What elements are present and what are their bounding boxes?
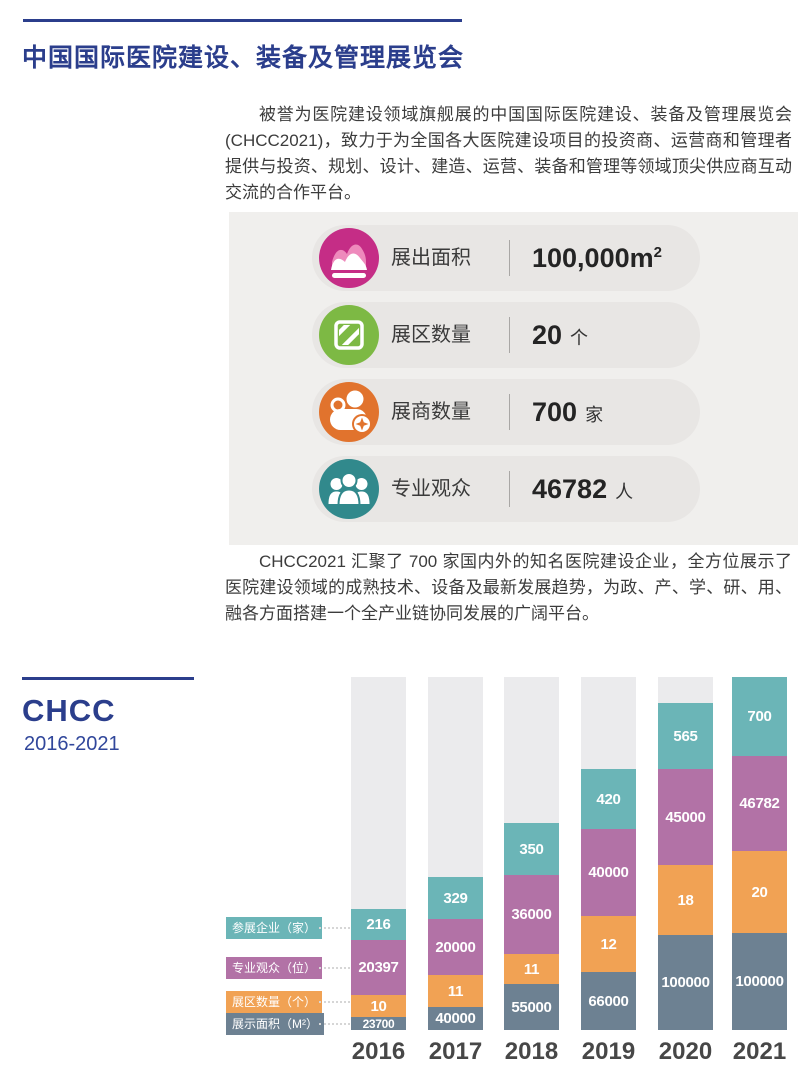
- x-axis-year-label: 2021: [732, 1038, 787, 1065]
- bar-segment: 36000: [504, 875, 559, 954]
- stat-divider: [509, 240, 510, 276]
- stat-divider: [509, 471, 510, 507]
- x-axis-year-label: 2017: [428, 1038, 483, 1065]
- stat-label: 展商数量: [391, 401, 471, 423]
- legend-item-enterprises: 参展企业（家）: [226, 917, 323, 939]
- summary-paragraph: CHCC2021 汇聚了 700 家国内外的知名医院建设企业，全方位展示了医院建…: [225, 552, 792, 623]
- bar-segment: 100000: [732, 933, 787, 1030]
- stat-divider: [509, 317, 510, 353]
- bar-segment: 20000: [428, 919, 483, 975]
- legend-item-zones: 展区数量（个）: [226, 991, 323, 1013]
- stat-label: 展区数量: [391, 324, 471, 346]
- bar-segment: 20: [732, 851, 787, 933]
- legend-item-area: 展示面积（M²）: [226, 1013, 324, 1035]
- legend-connector: [319, 927, 350, 929]
- stats-panel: 展出面积 100,000m2 展区数量 20 个: [229, 212, 798, 545]
- bar-segment: 11: [428, 975, 483, 1007]
- stat-row-exhibitor-count: 展商数量 700 家: [312, 379, 700, 445]
- bar-segment: 46782: [732, 756, 787, 851]
- stat-row-visitor-count: 专业观众 46782 人: [312, 456, 700, 522]
- bar-segment: 23700: [351, 1017, 406, 1031]
- bar-segment: 45000: [658, 769, 713, 865]
- legend-connector: [319, 967, 350, 969]
- legend-item-visitors: 专业观众（位）: [226, 957, 323, 979]
- stacked-bar-chart: 参展企业（家） 专业观众（位） 展区数量（个） 展示面积（M²） 23700 10…: [0, 677, 800, 1078]
- bar-segment: 100000: [658, 935, 713, 1030]
- chart-heading: CHCC: [22, 693, 116, 728]
- bar-segment: 40000: [428, 1007, 483, 1030]
- bar-segment: 216: [351, 909, 406, 940]
- chart-section-rule: [22, 677, 194, 680]
- exhibitors-icon: [319, 382, 379, 442]
- page-title: 中国国际医院建设、装备及管理展览会: [22, 44, 465, 72]
- bar-segment: 329: [428, 877, 483, 919]
- bar-segment: 18: [658, 865, 713, 935]
- stat-row-zone-count: 展区数量 20 个: [312, 302, 700, 368]
- bar-segment: 420: [581, 769, 636, 829]
- bar-segment: 66000: [581, 972, 636, 1030]
- header-rule: [23, 19, 462, 22]
- bar-segment: 350: [504, 823, 559, 875]
- area-chart-icon: [319, 228, 379, 288]
- legend-connector: [319, 1023, 350, 1025]
- bar-segment: 40000: [581, 829, 636, 916]
- bar-segment: 20397: [351, 940, 406, 995]
- stat-divider: [509, 394, 510, 430]
- stat-value: 20 个: [532, 320, 589, 350]
- intro-paragraph: 被誉为医院建设领域旗舰展的中国国际医院建设、装备及管理展览会(CHCC2021)…: [225, 105, 792, 202]
- x-axis-year-label: 2016: [351, 1038, 406, 1065]
- stat-label: 展出面积: [391, 247, 471, 269]
- zones-grid-icon: [319, 305, 379, 365]
- legend-connector: [319, 1001, 350, 1003]
- stat-label: 专业观众: [391, 478, 471, 500]
- x-axis-year-label: 2020: [658, 1038, 713, 1065]
- stat-value: 46782 人: [532, 474, 634, 504]
- bar-segment: 11: [504, 954, 559, 984]
- chart-subheading: 2016-2021: [24, 733, 120, 755]
- bar-segment: 10: [351, 995, 406, 1017]
- stat-value: 100,000m2: [532, 243, 662, 273]
- x-axis-year-label: 2018: [504, 1038, 559, 1065]
- bar-segment: 565: [658, 703, 713, 769]
- stat-value: 700 家: [532, 397, 604, 427]
- x-axis-year-label: 2019: [581, 1038, 636, 1065]
- bar-segment: 12: [581, 916, 636, 972]
- bar-segment: 700: [732, 677, 787, 756]
- stat-row-exhibition-area: 展出面积 100,000m2: [312, 225, 700, 291]
- bar-segment: 55000: [504, 984, 559, 1030]
- visitors-icon: [319, 459, 379, 519]
